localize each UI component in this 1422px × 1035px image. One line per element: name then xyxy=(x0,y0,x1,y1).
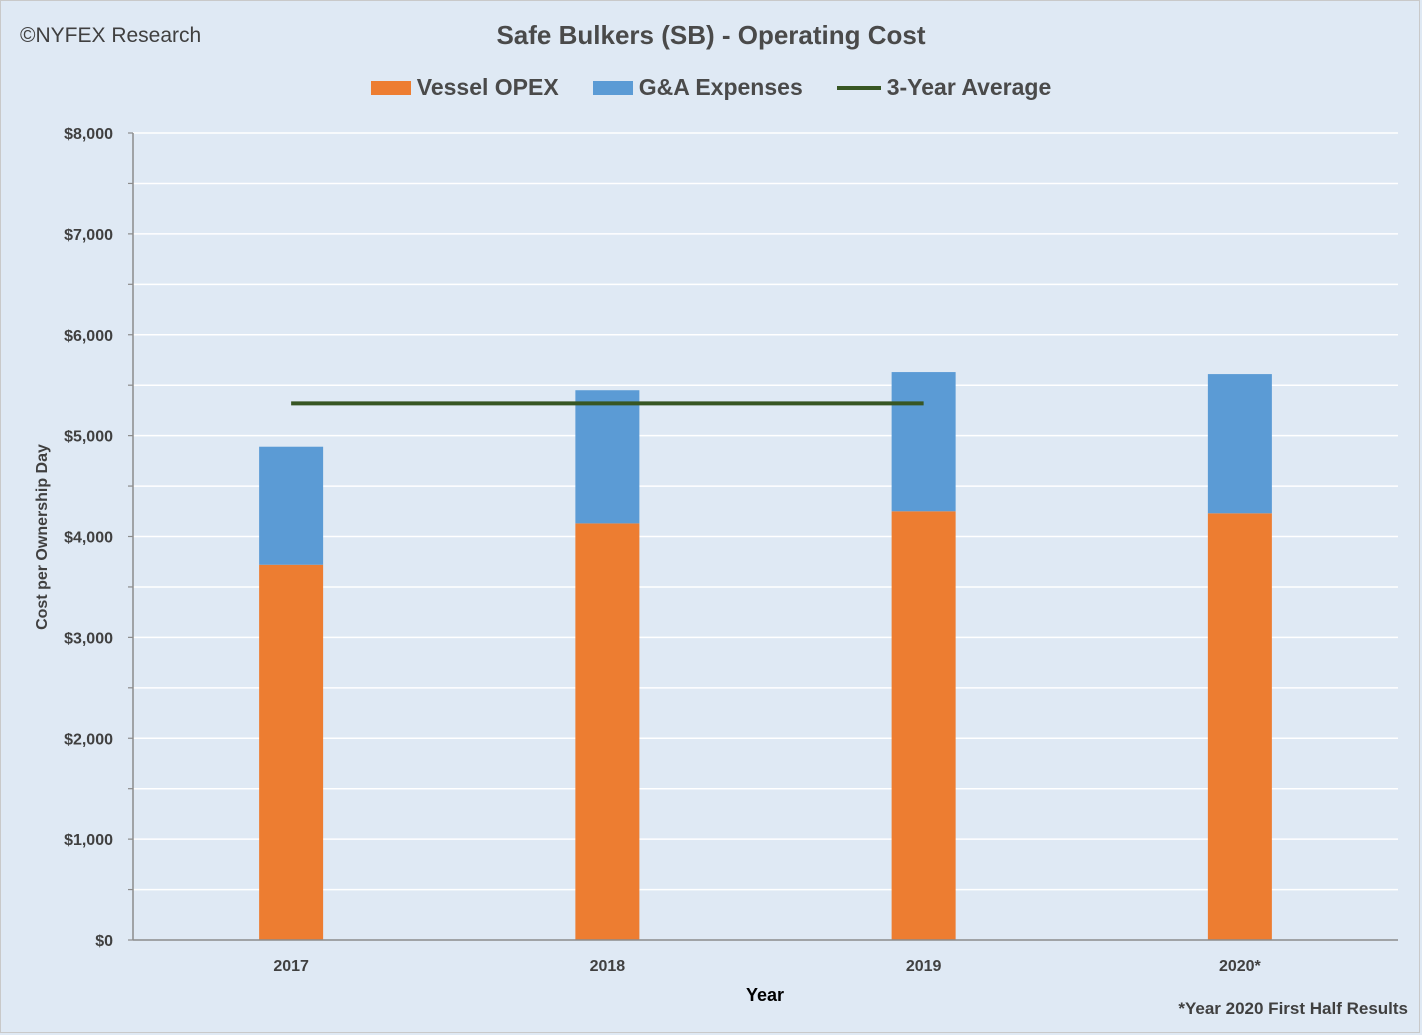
x-tick-label: 2017 xyxy=(273,958,309,975)
legend-swatch-3-year-average xyxy=(836,85,881,90)
gridlines xyxy=(133,132,1398,891)
bar-vessel-opex-2017 xyxy=(259,564,324,940)
bar-vessel-opex-2019 xyxy=(891,511,956,940)
y-tick-label: $0 xyxy=(95,933,113,950)
legend-item-ga-expenses: G&A Expenses xyxy=(592,74,803,101)
x-axis-title: Year xyxy=(746,985,784,1005)
y-tick-label: $8,000 xyxy=(64,126,113,143)
y-tick-label: $4,000 xyxy=(64,530,113,547)
bar-vessel-opex-2020 xyxy=(1207,513,1272,940)
y-tick-label: $6,000 xyxy=(64,328,113,345)
chart-title: Safe Bulkers (SB) - Operating Cost xyxy=(496,20,926,50)
x-tick-label: 2019 xyxy=(906,958,942,975)
bar-vessel-opex-2018 xyxy=(575,523,640,940)
x-tick-label: 2018 xyxy=(590,958,626,975)
y-tick-label: $7,000 xyxy=(64,227,113,244)
x-tick-label: 2020* xyxy=(1219,958,1262,975)
bar-g-a-expenses-2019 xyxy=(891,372,956,512)
legend-item-3-year-average: 3-Year Average xyxy=(836,74,1052,101)
y-tick-label: $3,000 xyxy=(64,630,113,647)
bar-g-a-expenses-2020 xyxy=(1207,374,1272,514)
legend-item-vessel-opex: Vessel OPEX xyxy=(370,74,559,101)
y-tick-label: $2,000 xyxy=(64,731,113,748)
copyright-label: ©NYFEX Research xyxy=(20,24,202,47)
legend-label-ga-expenses: G&A Expenses xyxy=(638,74,803,100)
legend-label-3-year-average: 3-Year Average xyxy=(886,74,1052,100)
bars xyxy=(259,372,1272,940)
bar-g-a-expenses-2018 xyxy=(575,390,640,524)
y-axis-title: Cost per Ownership Day xyxy=(34,444,51,630)
axes: $0 $1,000 $2,000 $3,000 $4,000 $5,000 $6,000 $7… xyxy=(64,126,1398,975)
footnote: *Year 2020 First Half Results xyxy=(1178,999,1408,1018)
y-tick-label: $1,000 xyxy=(64,832,113,849)
bar-g-a-expenses-2017 xyxy=(259,446,324,565)
legend-label-vessel-opex: Vessel OPEX xyxy=(416,74,559,100)
y-tick-label: $5,000 xyxy=(64,429,113,446)
legend-swatch-ga-expenses xyxy=(592,80,633,95)
chart-legend: Vessel OPEX G&A Expenses 3-Year Average xyxy=(0,74,1422,101)
legend-swatch-vessel-opex xyxy=(370,80,411,95)
